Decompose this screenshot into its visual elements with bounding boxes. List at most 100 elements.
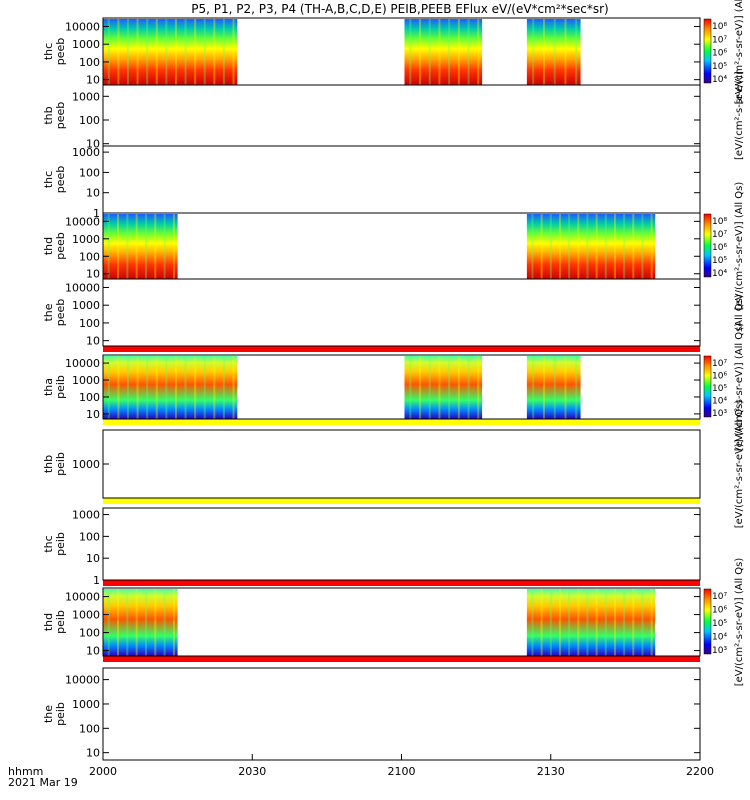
spectrogram-streak <box>146 356 149 419</box>
y-tick-label: 1000 <box>72 233 100 246</box>
spectrogram-streak <box>116 214 119 279</box>
x-axis: 2000 2030 2100 2130 2200 <box>89 754 714 778</box>
y-tick-label: 100 <box>79 56 100 69</box>
spectrogram-streak <box>613 589 616 656</box>
spectrogram-streak <box>564 356 567 419</box>
panel-thd-peib-8: 10000 1000 100 10 thd peib 10⁷ 10⁶ 10⁵ 10⁴ 10³ [eV/… <box>42 558 745 687</box>
y-tick-label: 10 <box>86 138 100 151</box>
spectrogram-streak <box>477 356 480 419</box>
spectrogram-block-0 <box>103 356 238 419</box>
spectrogram-streak <box>213 356 216 419</box>
spectrogram-block-1 <box>526 214 656 279</box>
y-tick-label: 10000 <box>65 357 100 370</box>
spectrogram-streak <box>575 19 578 85</box>
y-tick-label: 100 <box>79 391 100 404</box>
panel-frame <box>102 429 701 499</box>
colorbar-tick-label: 10⁵ <box>712 256 727 266</box>
colorbar-tick-label: 10⁷ <box>712 230 727 240</box>
spectrogram-streak <box>553 19 556 85</box>
colorbar-tick-label: 10⁴ <box>712 75 727 85</box>
spectrogram-streak <box>467 19 470 85</box>
spectrogram-streak <box>540 589 543 656</box>
panel-frame <box>102 278 701 347</box>
spectrogram-streak <box>586 589 589 656</box>
y-tick-label: 1000 <box>72 609 100 622</box>
spectrogram-streak <box>623 214 626 279</box>
spectrogram-streak <box>194 19 197 85</box>
spectrogram-streak <box>107 356 110 419</box>
spectrogram-streak <box>540 214 543 279</box>
spectrogram-streak <box>650 589 653 656</box>
panel-thd-peeb-3: 10000 1000 100 10 thd peeb 10⁸ 10⁷ 10⁶ 10⁵ 10⁴ [eV/… <box>42 182 745 311</box>
panel-product-label: peeb <box>54 102 67 130</box>
panel-product-label: peeb <box>54 166 67 194</box>
panel-product-label: peib <box>54 375 67 399</box>
y-tick-label: 10 <box>86 268 100 281</box>
spectrogram-block-2 <box>526 19 581 85</box>
spectrogram-streak <box>194 356 197 419</box>
spectrogram-streak <box>116 589 119 656</box>
spectrogram-streak <box>184 356 187 419</box>
spectrogram-streak <box>438 19 441 85</box>
spectrogram-streak <box>144 589 147 656</box>
y-tick-label: 100 <box>79 317 100 330</box>
spectrogram-streak <box>135 214 138 279</box>
spectrogram-streak <box>222 356 225 419</box>
spectrogram-block-0 <box>103 214 178 279</box>
y-tick-label: 10 <box>86 335 100 348</box>
figure-title: P5, P1, P2, P3, P4 (TH-A,B,C,D,E) PEIB,P… <box>191 2 608 16</box>
colorbar-tick-label: 10⁷ <box>712 359 727 369</box>
panel-thc-peeb-0: 10000 1000 100 10 thc peeb 10⁸ 10⁷ 10⁶ 10⁵ 10⁴ [eV/… <box>42 0 745 104</box>
spectrogram-streak <box>564 19 567 85</box>
panel-thb-peeb-1: 1000 100 10 thb peeb [eV/(cm²-s-sr-eV)] <box>42 71 745 160</box>
y-tick-label: 1000 <box>72 90 100 103</box>
spectrogram-streak <box>222 19 225 85</box>
panel-product-label: peeb <box>54 38 67 66</box>
spectrogram-streak <box>165 19 168 85</box>
y-tick-label: 10000 <box>65 281 100 294</box>
spectrogram-streak <box>549 589 552 656</box>
spectrogram-block-1 <box>526 589 656 656</box>
spectrogram-streak <box>163 589 166 656</box>
spectrogram-block-0 <box>103 589 178 656</box>
spectrogram-streak <box>203 19 206 85</box>
colorbar-unit-label: [eV/(cm²-s-sr-eV)] (Al <box>734 0 745 104</box>
spectrogram-streak <box>568 214 571 279</box>
y-tick-label: 1000 <box>72 146 100 159</box>
date-axis-label: 2021 Mar 19 <box>8 776 78 789</box>
spectrogram-streak <box>154 214 157 279</box>
spectrogram-streak <box>155 19 158 85</box>
y-tick-label: 100 <box>79 530 100 543</box>
status-bars <box>103 346 700 662</box>
y-tick-label: 10 <box>86 747 100 760</box>
y-tick-label: 1000 <box>72 509 100 522</box>
y-tick-label: 10 <box>86 74 100 87</box>
panel-probe-label: thb <box>42 106 55 124</box>
panel-the-peeb-4: 10000 1000 100 10 the peeb (All Qs) <box>42 278 745 348</box>
panel-tha-peib-5: 10000 1000 100 10 tha peib 10⁷ 10⁶ 10⁵ 10⁴ 10³ [eV/… <box>42 323 745 452</box>
panel-probe-label: thc <box>42 43 55 60</box>
spectrogram-streak <box>477 19 480 85</box>
spectrogram-streak <box>232 356 235 419</box>
panel-frame <box>102 507 701 581</box>
spectrogram-streak <box>532 356 535 419</box>
spectrogram-streak <box>457 356 460 419</box>
spectrogram-streak <box>577 214 580 279</box>
panel-frame <box>102 667 701 761</box>
colorbar-unit-label: [eV/(cm²-s-sr-eV)] <box>734 71 745 160</box>
y-tick-label: 10 <box>86 552 100 565</box>
panel-product-label: peib <box>54 532 67 556</box>
colorbar-unit-label: [eV/(cm²-s-sr-eV)] (All Qs) <box>734 182 745 311</box>
spectrogram-streak <box>174 356 177 419</box>
spectrogram-streak <box>467 356 470 419</box>
spectrogram-streak <box>146 19 149 85</box>
colorbar-tick-label: 10³ <box>712 409 727 419</box>
x-tick-label: 2100 <box>388 765 416 778</box>
spectrogram-streak <box>542 356 545 419</box>
spectrogram-streak <box>632 214 635 279</box>
spectrogram-block-1 <box>404 19 483 85</box>
spectrogram-streak <box>641 589 644 656</box>
panel-frame <box>102 84 701 147</box>
x-tick-label: 2030 <box>238 765 266 778</box>
